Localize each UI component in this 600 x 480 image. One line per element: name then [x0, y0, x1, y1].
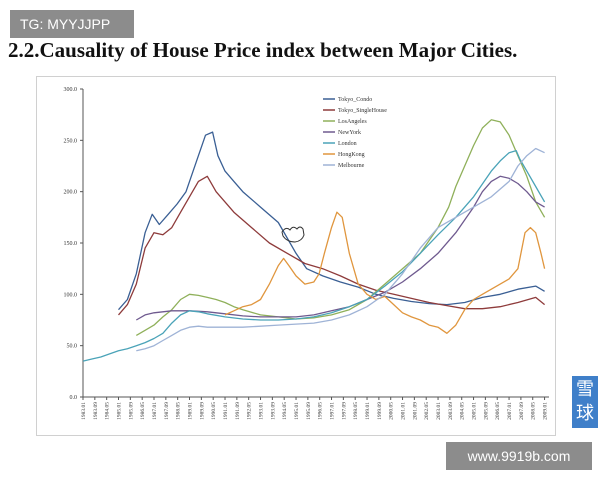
- x-tick-label: 1991.01: [223, 402, 229, 420]
- x-tick-label: 2007.01: [507, 402, 513, 420]
- legend-label: HongKong: [338, 152, 365, 158]
- x-tick-label: 1984.05: [105, 402, 111, 420]
- x-tick-label: 1996.05: [318, 402, 324, 420]
- y-tick-label: 200.0: [64, 190, 78, 196]
- x-tick-label: 1993.09: [270, 402, 276, 420]
- x-tick-labels: 1983.01 1983.09 1984.05 1985.01 1985.09 1986.…: [81, 397, 549, 420]
- x-tick-label: 1987.09: [164, 402, 170, 420]
- url-watermark: www.9919b.com: [446, 442, 592, 470]
- x-tick-label: 1999.01: [365, 402, 371, 420]
- x-tick-label: 2000.05: [389, 402, 395, 420]
- legend-label: Melbourne: [338, 163, 365, 169]
- x-tick-label: 1995.01: [294, 402, 300, 420]
- x-tick-label: 1987.01: [152, 402, 158, 420]
- legend-label: Tokyo_SingleHouse: [338, 108, 387, 114]
- legend-label: LosAngeles: [338, 119, 367, 125]
- x-tick-label: 1992.05: [247, 402, 253, 420]
- y-tick-label: 0.0: [70, 395, 78, 401]
- legend-label: NewYork: [338, 130, 361, 136]
- x-tick-label: 1994.05: [282, 402, 288, 420]
- x-tick-label: 1999.09: [377, 402, 383, 420]
- series-line-hongkong: [224, 211, 546, 334]
- x-tick-label: 2008.05: [531, 402, 537, 420]
- house-price-chart: 0.0 50.0 100.0 150.0 200.0 250.0 300.0 1983.01…: [64, 87, 549, 420]
- x-tick-label: 2005.09: [483, 402, 489, 420]
- x-tick-label: 2004.05: [460, 402, 466, 420]
- legend-label: London: [338, 141, 357, 147]
- legend-label: Tokyo_Condo: [338, 97, 372, 103]
- x-tick-label: 1991.09: [235, 402, 241, 420]
- series-line-newyork: [135, 175, 545, 321]
- y-tick-labels: 0.0 50.0 100.0 150.0 200.0 250.0 300.0: [64, 87, 83, 401]
- x-tick-label: 1990.05: [211, 402, 217, 420]
- x-tick-label: 2006.05: [495, 402, 501, 420]
- series-line-london: [82, 149, 546, 362]
- x-tick-label: 1989.01: [188, 402, 194, 420]
- x-tick-label: 2003.09: [448, 402, 454, 420]
- y-tick-label: 100.0: [64, 292, 78, 298]
- y-tick-label: 300.0: [64, 87, 78, 93]
- xueqiu-logo-badge: 雪球: [572, 376, 598, 428]
- chart-legend: Tokyo_Condo Tokyo_SingleHouse LosAngeles Ne…: [323, 97, 387, 169]
- y-tick-label: 150.0: [64, 241, 78, 247]
- x-tick-label: 2001.01: [401, 402, 407, 420]
- x-tick-label: 1998.05: [353, 402, 359, 420]
- x-tick-label: 1983.09: [93, 402, 99, 420]
- x-tick-label: 1985.01: [117, 402, 123, 420]
- x-tick-label: 2001.09: [412, 402, 418, 420]
- series-lines: [82, 119, 546, 362]
- x-tick-label: 2003.01: [436, 402, 442, 420]
- x-tick-label: 2002.05: [424, 402, 430, 420]
- x-tick-label: 1993.01: [259, 402, 265, 420]
- hand-cursor-icon: [281, 226, 305, 243]
- page-title: 2.2.Causality of House Price index betwe…: [8, 38, 518, 62]
- y-tick-label: 250.0: [64, 138, 78, 144]
- x-tick-label: 1983.01: [81, 402, 87, 420]
- series-line-melbourne: [136, 147, 545, 352]
- x-tick-label: 2009.01: [543, 402, 549, 420]
- series-line-tokyo-condo: [118, 131, 545, 311]
- chart-frame: 0.0 50.0 100.0 150.0 200.0 250.0 300.0 1983.01…: [36, 76, 556, 436]
- telegram-watermark: TG: MYYJJPP: [10, 10, 134, 38]
- series-line-losangeles: [135, 119, 546, 336]
- x-tick-label: 2005.01: [472, 402, 478, 420]
- x-tick-label: 1985.09: [128, 402, 134, 420]
- x-tick-label: 1995.09: [306, 402, 312, 420]
- x-tick-label: 1989.09: [199, 402, 205, 420]
- y-tick-label: 50.0: [67, 344, 78, 350]
- x-tick-label: 1997.09: [341, 402, 347, 420]
- series-line-tokyo-singlehouse: [118, 175, 546, 316]
- x-tick-label: 1997.01: [330, 402, 336, 420]
- x-tick-label: 1988.05: [176, 402, 182, 420]
- x-tick-label: 1986.05: [140, 402, 146, 420]
- x-tick-label: 2007.09: [519, 402, 525, 420]
